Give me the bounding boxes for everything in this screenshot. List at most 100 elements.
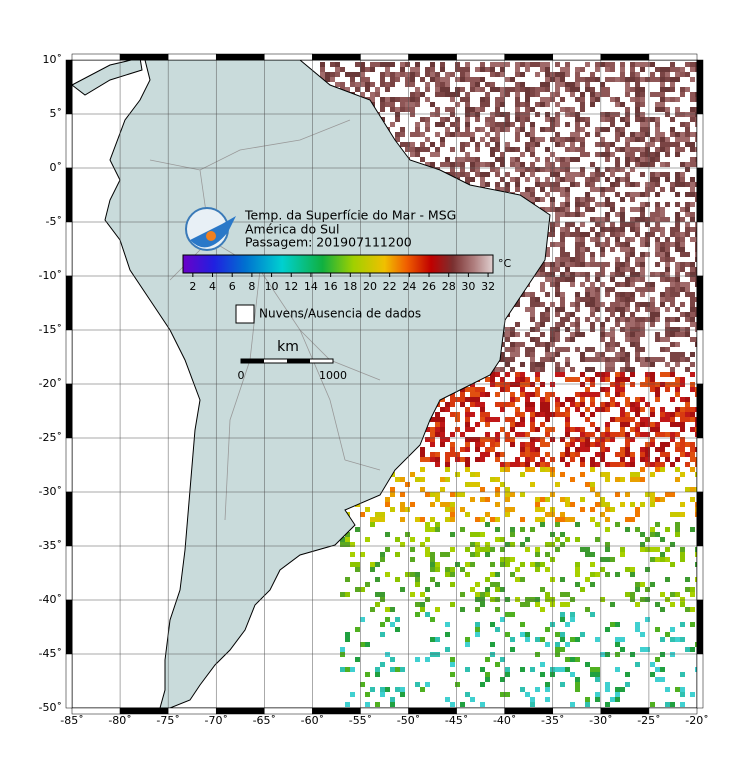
- sst-pixel: [580, 67, 585, 72]
- sst-pixel: [545, 77, 550, 82]
- sst-pixel: [530, 527, 535, 532]
- sst-pixel: [585, 662, 590, 667]
- sst-pixel: [500, 127, 505, 132]
- sst-pixel: [605, 477, 610, 482]
- sst-pixel: [645, 252, 650, 257]
- sst-pixel: [650, 547, 655, 552]
- sst-pixel: [605, 212, 610, 217]
- sst-pixel: [440, 552, 445, 557]
- sst-pixel: [595, 142, 600, 147]
- sst-pixel: [485, 67, 490, 72]
- sst-pixel: [660, 537, 665, 542]
- sst-pixel: [535, 427, 540, 432]
- sst-pixel: [545, 342, 550, 347]
- colorbar-tick-label: 28: [442, 280, 456, 293]
- sst-pixel: [690, 142, 695, 147]
- sst-pixel: [340, 652, 345, 657]
- sst-pixel: [545, 357, 550, 362]
- sst-pixel: [525, 117, 530, 122]
- sst-pixel: [680, 397, 685, 402]
- sst-pixel: [630, 167, 635, 172]
- sst-pixel: [640, 447, 645, 452]
- sst-pixel: [610, 207, 615, 212]
- sst-pixel: [490, 382, 495, 387]
- sst-pixel: [590, 517, 595, 522]
- sst-pixel: [605, 262, 610, 267]
- sst-pixel: [380, 82, 385, 87]
- sst-pixel: [390, 657, 395, 662]
- sst-pixel: [570, 517, 575, 522]
- sst-pixel: [535, 507, 540, 512]
- sst-pixel: [650, 407, 655, 412]
- sst-pixel: [530, 457, 535, 462]
- sst-pixel: [455, 452, 460, 457]
- sst-pixel: [675, 442, 680, 447]
- sst-pixel: [660, 557, 665, 562]
- sst-pixel: [655, 317, 660, 322]
- sst-pixel: [540, 587, 545, 592]
- sst-pixel: [695, 547, 697, 552]
- sst-pixel: [655, 247, 660, 252]
- sst-pixel: [505, 437, 510, 442]
- sst-pixel: [430, 557, 435, 562]
- sst-pixel: [540, 407, 545, 412]
- sst-pixel: [540, 367, 545, 372]
- sst-pixel: [445, 502, 450, 507]
- sst-pixel: [365, 702, 370, 707]
- sst-pixel: [435, 652, 440, 657]
- sst-pixel: [590, 327, 595, 332]
- sst-pixel: [555, 647, 560, 652]
- sst-pixel: [485, 182, 490, 187]
- sst-pixel: [560, 512, 565, 517]
- sst-pixel: [385, 572, 390, 577]
- sst-pixel: [535, 137, 540, 142]
- sst-pixel: [625, 147, 630, 152]
- sst-pixel: [625, 327, 630, 332]
- sst-pixel: [575, 252, 580, 257]
- sst-pixel: [620, 392, 625, 397]
- sst-pixel: [475, 517, 480, 522]
- sst-pixel: [600, 62, 605, 67]
- sst-pixel: [525, 442, 530, 447]
- sst-pixel: [680, 137, 685, 142]
- sst-pixel: [475, 387, 480, 392]
- sst-pixel: [505, 467, 510, 472]
- sst-pixel: [425, 597, 430, 602]
- sst-pixel: [535, 72, 540, 77]
- sst-pixel: [570, 87, 575, 92]
- sst-pixel: [595, 67, 600, 72]
- sst-pixel: [620, 427, 625, 432]
- sst-pixel: [510, 357, 515, 362]
- sst-pixel: [605, 342, 610, 347]
- sst-pixel: [645, 307, 650, 312]
- sst-pixel: [610, 172, 615, 177]
- sst-pixel: [530, 142, 535, 147]
- sst-pixel: [695, 97, 697, 102]
- sst-pixel: [640, 272, 645, 277]
- sst-pixel: [400, 72, 405, 77]
- sst-pixel: [560, 302, 565, 307]
- sst-pixel: [595, 302, 600, 307]
- sst-pixel: [535, 452, 540, 457]
- sst-pixel: [465, 102, 470, 107]
- sst-pixel: [485, 417, 490, 422]
- lon-tick-label: -60˚: [301, 714, 324, 727]
- sst-pixel: [535, 342, 540, 347]
- sst-pixel: [670, 127, 675, 132]
- sst-pixel: [660, 87, 665, 92]
- sst-pixel: [475, 632, 480, 637]
- sst-pixel: [640, 162, 645, 167]
- sst-pixel: [515, 187, 520, 192]
- sst-pixel: [635, 182, 640, 187]
- sst-pixel: [515, 597, 520, 602]
- sst-pixel: [425, 97, 430, 102]
- sst-pixel: [580, 142, 585, 147]
- sst-pixel: [500, 427, 505, 432]
- sst-pixel: [525, 632, 530, 637]
- sst-pixel: [445, 132, 450, 137]
- sst-pixel: [505, 62, 510, 67]
- sst-pixel: [630, 182, 635, 187]
- sst-pixel: [680, 237, 685, 242]
- sst-pixel: [595, 222, 600, 227]
- sst-pixel: [690, 527, 695, 532]
